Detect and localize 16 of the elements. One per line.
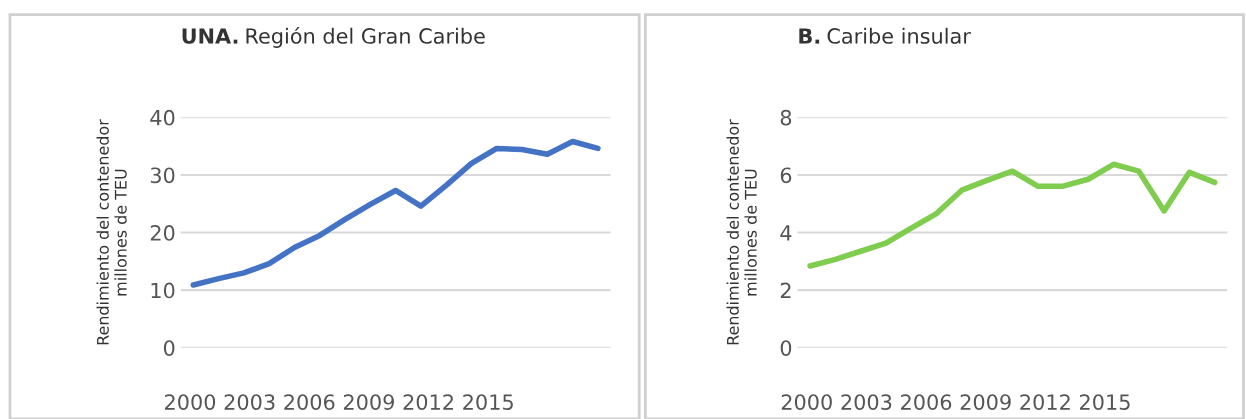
y-tick-label: 0	[780, 340, 792, 356]
y-tick-label: 30	[150, 167, 175, 184]
text: 2000 2003 2006 2009 2012 2015	[781, 394, 1130, 410]
y-axis-title: Rendimiento del contenedor millones de TEU	[726, 119, 757, 345]
chart-title: B. Caribe insular	[799, 27, 971, 44]
y-tick-label: 2	[780, 282, 791, 299]
y-tick-label: 8	[780, 109, 792, 126]
y-tick-label: 0	[163, 340, 175, 356]
text: 2000 2003 2006 2009 2012 2015	[165, 394, 513, 410]
chart-title: UNA. Región del Gran Caribe	[182, 26, 485, 48]
y-tick-label: 40	[150, 109, 175, 126]
y-tick-label: 10	[151, 282, 175, 299]
y-tick-label: 4	[780, 225, 792, 241]
y-tick-label: 20	[150, 225, 175, 241]
y-tick-label: 6	[780, 167, 792, 184]
y-axis-title: Rendimiento del contenedor millones de TEU	[96, 119, 127, 345]
